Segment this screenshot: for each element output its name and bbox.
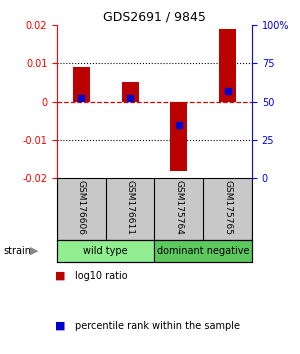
Text: ▶: ▶ xyxy=(30,246,38,256)
Bar xyxy=(154,240,252,262)
Text: GSM175765: GSM175765 xyxy=(223,180,232,235)
Bar xyxy=(57,240,154,262)
Text: wild type: wild type xyxy=(83,246,128,256)
Text: strain: strain xyxy=(3,246,31,256)
Bar xyxy=(219,29,236,102)
Text: GSM175764: GSM175764 xyxy=(174,180,183,235)
Text: ■: ■ xyxy=(55,271,65,281)
Title: GDS2691 / 9845: GDS2691 / 9845 xyxy=(103,11,206,24)
Text: log10 ratio: log10 ratio xyxy=(75,271,128,281)
Bar xyxy=(170,102,188,171)
Bar xyxy=(73,67,90,102)
Text: GSM176606: GSM176606 xyxy=(77,180,86,235)
Text: ■: ■ xyxy=(55,321,65,331)
Text: percentile rank within the sample: percentile rank within the sample xyxy=(75,321,240,331)
Bar xyxy=(122,82,139,102)
Text: dominant negative: dominant negative xyxy=(157,246,250,256)
Text: GSM176611: GSM176611 xyxy=(126,180,135,235)
